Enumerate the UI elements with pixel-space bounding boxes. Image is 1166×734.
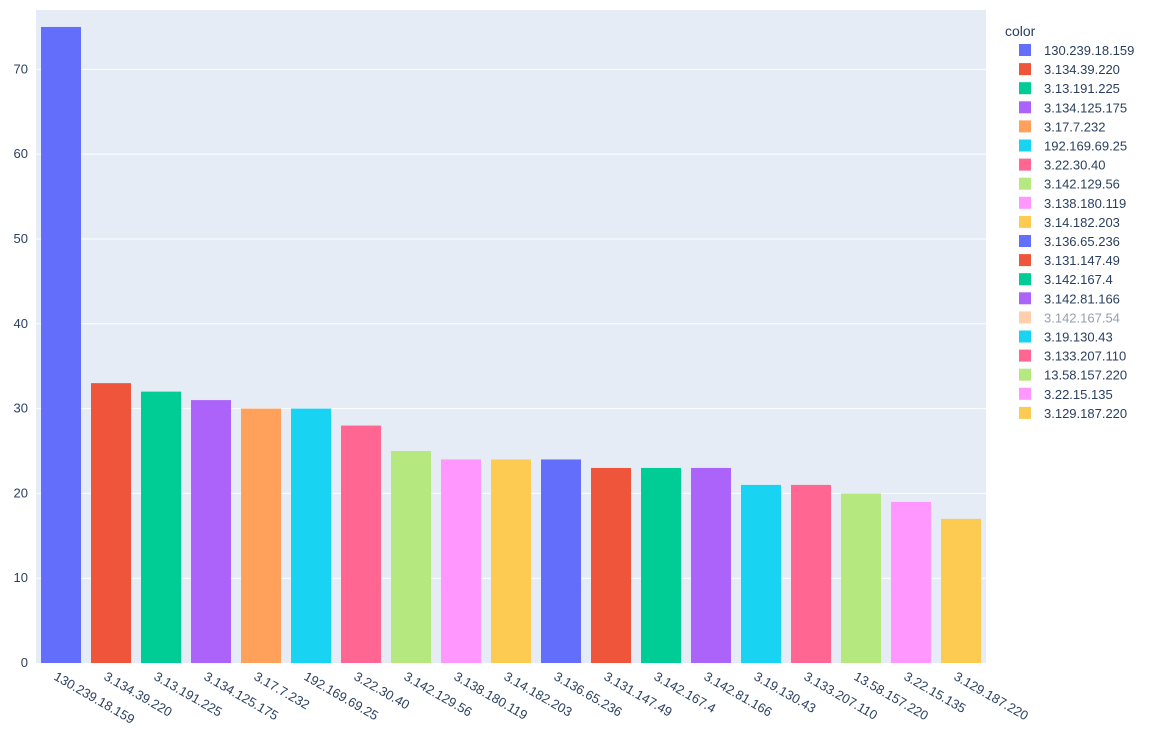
- legend-swatch: [1019, 215, 1031, 228]
- legend-swatch: [1019, 120, 1031, 133]
- legend-item[interactable]: 3.19.130.43: [1019, 330, 1113, 345]
- x-axis-ticks: 130.239.18.1593.134.39.2203.13.191.2253.…: [52, 669, 1032, 727]
- legend-swatch: [1019, 311, 1031, 324]
- y-axis-ticks: 0 10 20 30 40 50 60 70: [14, 61, 28, 670]
- legend-label: 3.138.180.119: [1044, 196, 1126, 211]
- legend-swatch: [1019, 273, 1031, 286]
- legend-item[interactable]: 3.142.167.54: [1019, 310, 1120, 325]
- bar-3-133-207-110[interactable]: [791, 484, 831, 663]
- bar-130-239-18-159[interactable]: [41, 26, 81, 663]
- legend-label: 3.142.167.54: [1044, 310, 1120, 325]
- legend-item[interactable]: 3.142.129.56: [1019, 177, 1120, 192]
- legend-label: 3.142.167.4: [1044, 272, 1113, 287]
- legend-item[interactable]: 3.134.39.220: [1019, 62, 1120, 77]
- legend-item[interactable]: 3.142.167.4: [1019, 272, 1113, 287]
- bar-3-13-191-225[interactable]: [141, 391, 181, 663]
- bar-3-138-180-119[interactable]: [441, 459, 481, 663]
- legend-swatch: [1019, 387, 1031, 400]
- legend-label: 3.22.30.40: [1044, 158, 1105, 173]
- legend-label: 3.133.207.110: [1044, 349, 1126, 364]
- legend-label: 3.134.39.220: [1044, 62, 1120, 77]
- legend-item[interactable]: 3.129.187.220: [1019, 406, 1127, 421]
- legend-title: color: [1005, 23, 1036, 39]
- legend-item[interactable]: 3.13.191.225: [1019, 81, 1120, 96]
- bar-3-22-30-40[interactable]: [341, 425, 381, 663]
- legend-swatch: [1019, 349, 1031, 362]
- legend-item[interactable]: 3.142.81.166: [1019, 291, 1120, 306]
- bar-3-142-129-56[interactable]: [391, 450, 431, 663]
- legend-item[interactable]: 3.22.15.135: [1019, 387, 1113, 402]
- legend-item[interactable]: 13.58.157.220: [1019, 368, 1127, 383]
- legend-item[interactable]: 130.239.18.159: [1019, 43, 1134, 58]
- legend-item[interactable]: 3.138.180.119: [1019, 196, 1126, 211]
- legend-swatch: [1019, 406, 1031, 419]
- y-tick-label: 60: [14, 146, 28, 161]
- legend-label: 3.14.182.203: [1044, 215, 1120, 230]
- legend-label: 3.19.130.43: [1044, 330, 1113, 345]
- y-tick-label: 10: [14, 570, 28, 585]
- legend-label: 130.239.18.159: [1044, 43, 1134, 58]
- bar-3-17-7-232[interactable]: [241, 408, 281, 663]
- legend-swatch: [1019, 158, 1031, 171]
- legend-item[interactable]: 192.169.69.25: [1019, 139, 1127, 154]
- legend-item[interactable]: 3.136.65.236: [1019, 234, 1120, 249]
- y-tick-label: 30: [14, 401, 28, 416]
- bar-192-169-69-25[interactable]: [291, 408, 331, 663]
- legend-label: 3.17.7.232: [1044, 119, 1105, 134]
- legend-swatch: [1019, 139, 1031, 152]
- legend-swatch: [1019, 368, 1031, 381]
- bar-3-134-125-175[interactable]: [191, 400, 231, 663]
- legend-label: 3.134.125.175: [1044, 100, 1127, 115]
- bars: [41, 26, 981, 663]
- y-tick-label: 50: [14, 231, 28, 246]
- legend-item[interactable]: 3.131.147.49: [1019, 253, 1120, 268]
- legend-swatch: [1019, 235, 1031, 247]
- y-tick-label: 40: [14, 316, 28, 331]
- y-tick-label: 20: [14, 485, 28, 500]
- y-tick-label: 0: [21, 655, 28, 670]
- legend-swatch: [1019, 63, 1031, 76]
- legend-label: 192.169.69.25: [1044, 139, 1127, 154]
- legend-swatch: [1019, 177, 1031, 190]
- legend: color 130.239.18.159 3.134.39.220 3.13.191…: [1005, 23, 1134, 421]
- bar-3-142-81-166[interactable]: [691, 467, 731, 663]
- legend-swatch: [1019, 292, 1031, 305]
- bar-3-131-147-49[interactable]: [591, 467, 631, 663]
- bar-3-22-15-135[interactable]: [891, 501, 931, 663]
- bar-3-142-167-4[interactable]: [641, 467, 681, 663]
- legend-label: 13.58.157.220: [1044, 368, 1127, 383]
- legend-swatch: [1019, 330, 1031, 343]
- legend-swatch: [1019, 44, 1031, 56]
- legend-item[interactable]: 3.133.207.110: [1019, 349, 1126, 364]
- legend-item[interactable]: 3.17.7.232: [1019, 119, 1105, 134]
- legend-item[interactable]: 3.134.125.175: [1019, 100, 1127, 115]
- bar-3-129-187-220[interactable]: [941, 518, 981, 663]
- bar-3-14-182-203[interactable]: [491, 459, 531, 663]
- legend-label: 3.136.65.236: [1044, 234, 1120, 249]
- x-tick-label: 3.129.187.220: [952, 669, 1032, 724]
- legend-swatch: [1019, 82, 1031, 95]
- legend-label: 3.142.129.56: [1044, 177, 1120, 192]
- legend-item[interactable]: 3.22.30.40: [1019, 158, 1105, 173]
- y-tick-label: 70: [14, 61, 28, 76]
- bar-3-134-39-220[interactable]: [91, 383, 131, 663]
- bar-3-136-65-236[interactable]: [541, 459, 581, 663]
- legend-label: 3.22.15.135: [1044, 387, 1113, 402]
- legend-item[interactable]: 3.14.182.203: [1019, 215, 1120, 230]
- legend-label: 3.131.147.49: [1044, 253, 1120, 268]
- legend-label: 3.129.187.220: [1044, 406, 1127, 421]
- bar-13-58-157-220[interactable]: [841, 493, 881, 663]
- legend-swatch: [1019, 196, 1031, 209]
- bar-3-19-130-43[interactable]: [741, 484, 781, 663]
- legend-swatch: [1019, 254, 1031, 267]
- legend-label: 3.142.81.166: [1044, 291, 1120, 306]
- legend-swatch: [1019, 101, 1031, 114]
- legend-label: 3.13.191.225: [1044, 81, 1120, 96]
